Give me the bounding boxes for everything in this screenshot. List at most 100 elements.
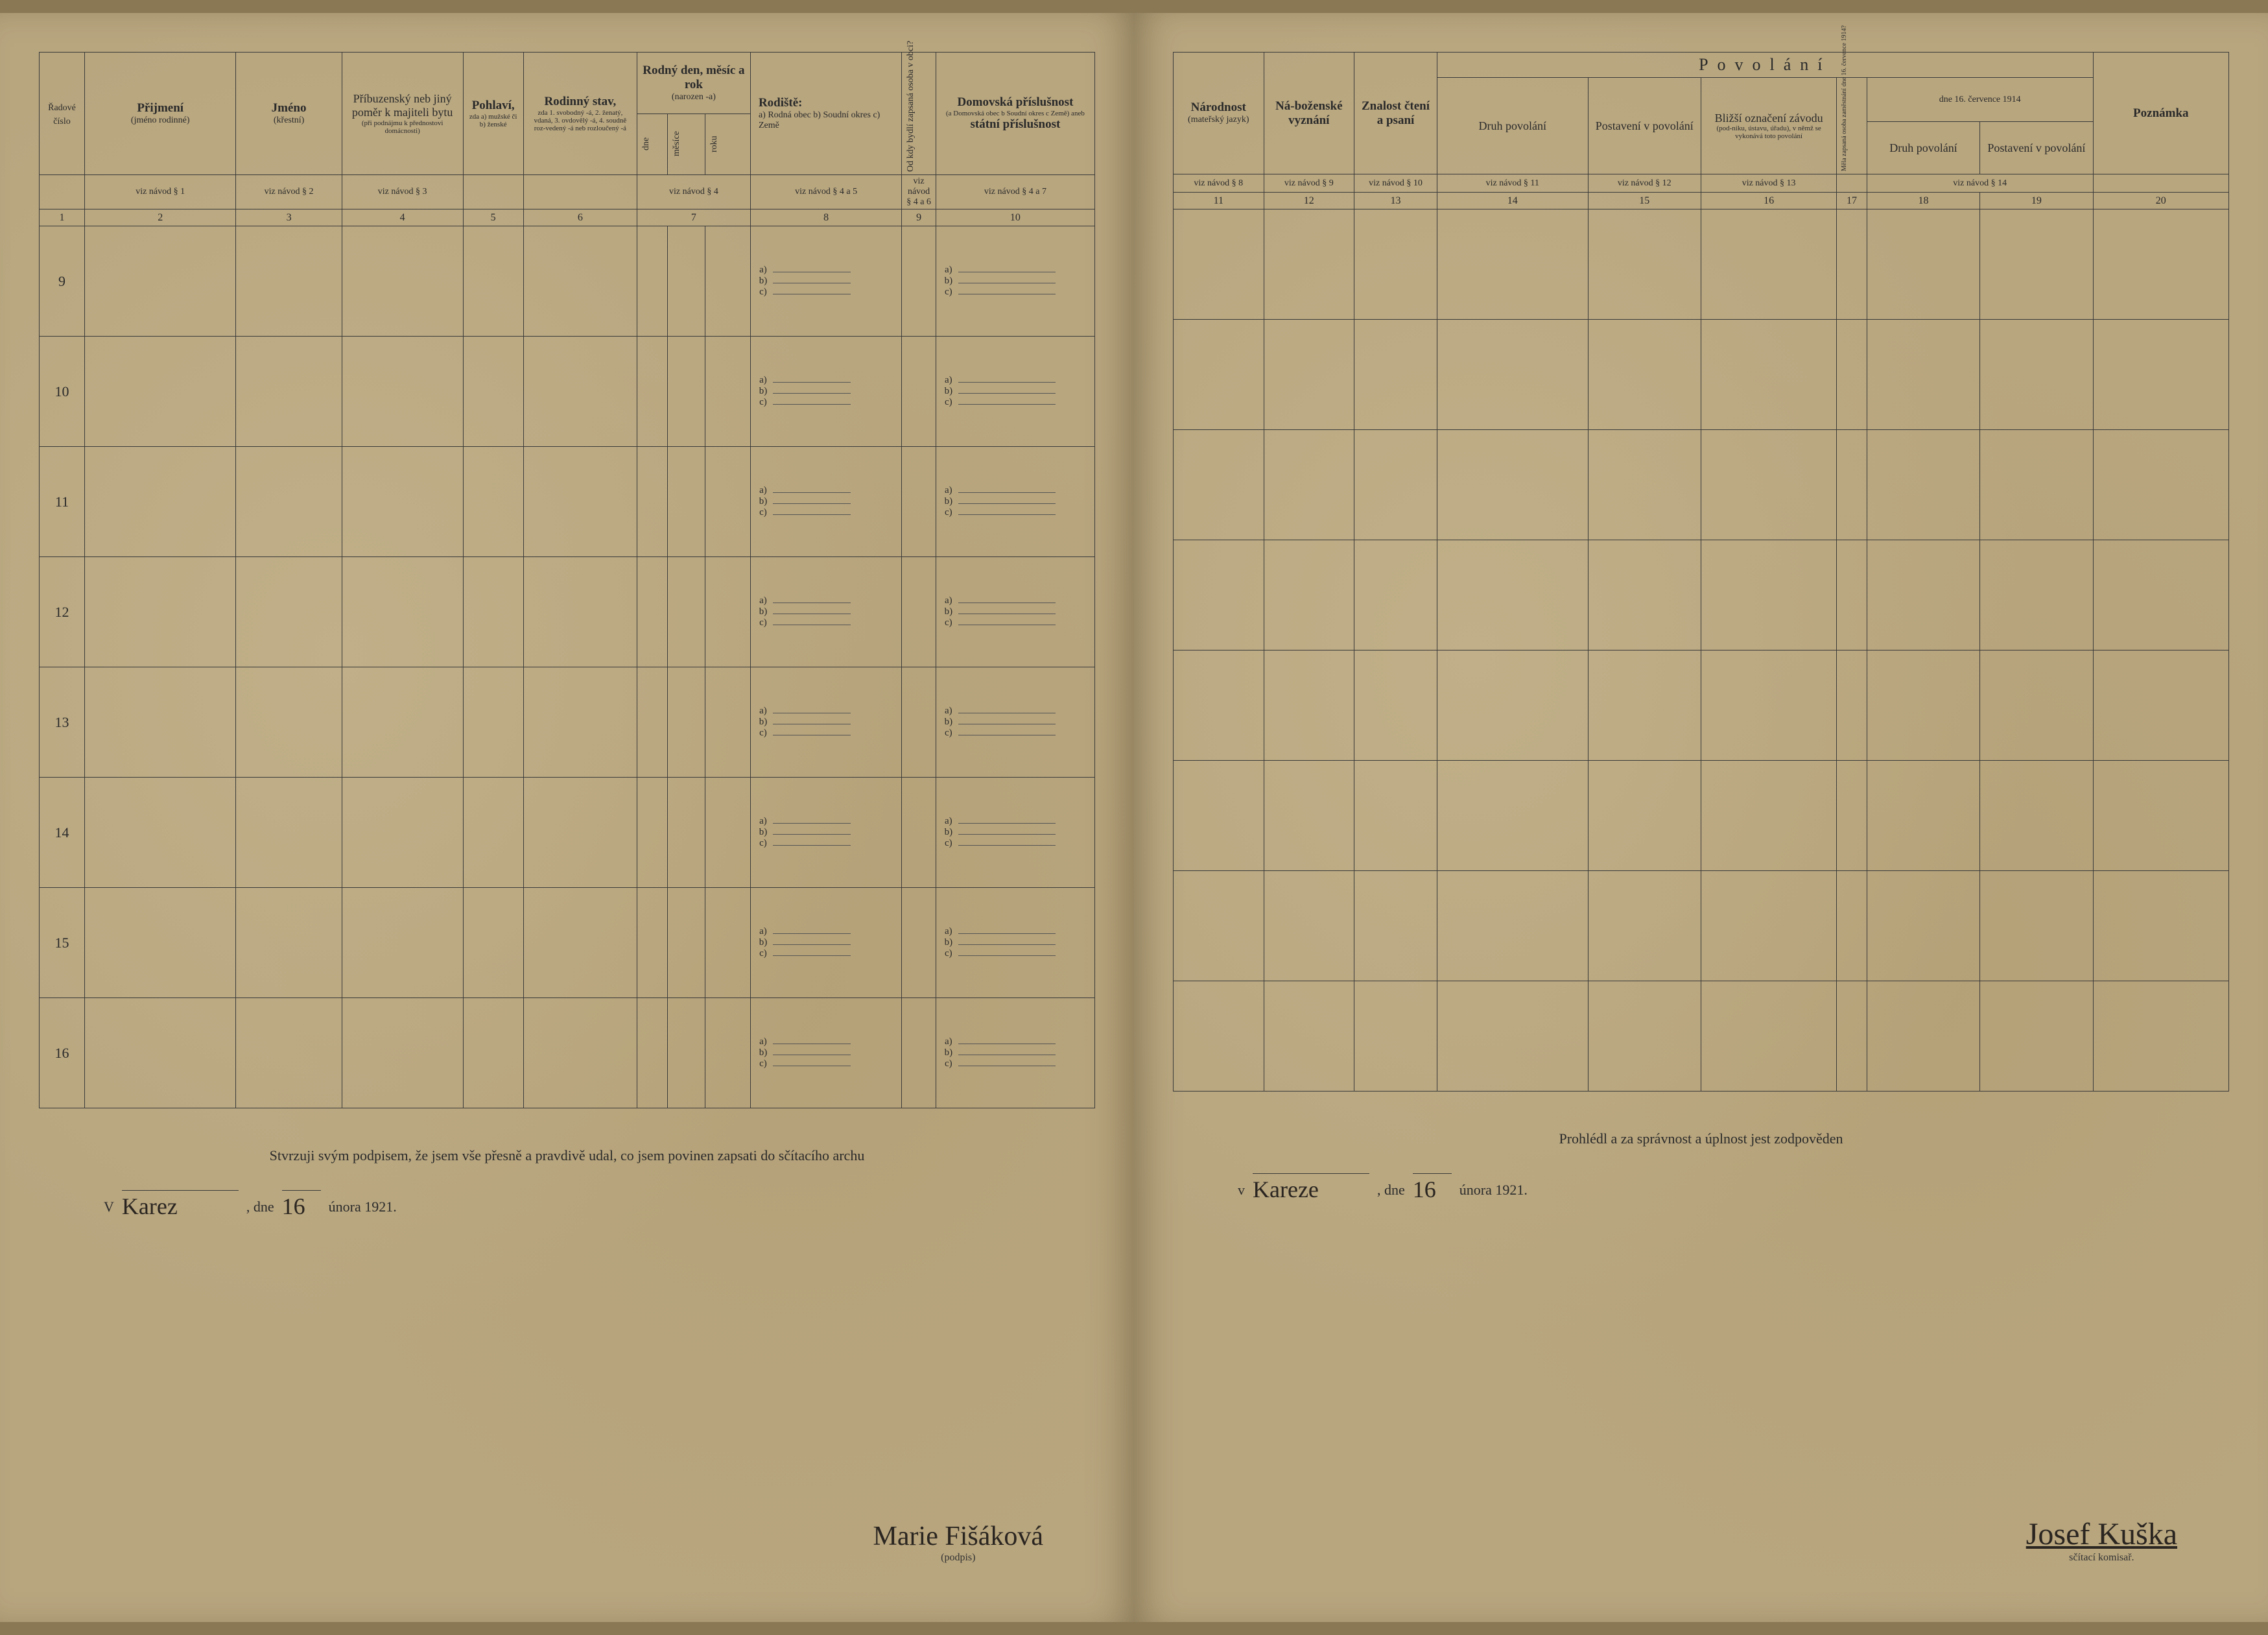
col10-header-sub: (a Domovská obec b Soudní okres c Země) … <box>940 110 1091 117</box>
cell <box>1867 209 1979 320</box>
cell <box>523 667 637 778</box>
cell <box>667 778 705 888</box>
cell <box>1588 871 1701 981</box>
rodiste-cell: a)b)c) <box>750 337 901 447</box>
cell <box>705 337 750 447</box>
cell <box>2093 650 2228 761</box>
cell <box>1264 981 1354 1092</box>
col20-bold: Poznámka <box>2097 106 2225 121</box>
cell <box>1354 430 1437 540</box>
cell <box>1354 320 1437 430</box>
nav-ref <box>463 175 523 209</box>
cell <box>85 447 236 557</box>
domovska-cell: a)b)c) <box>936 226 1094 337</box>
cell <box>1701 430 1836 540</box>
nav-ref: viz návod § 3 <box>342 175 463 209</box>
cell <box>342 337 463 447</box>
col16-top: Bližší označení závodu <box>1705 112 1832 125</box>
cell <box>705 778 750 888</box>
cell <box>1354 871 1437 981</box>
col-num: 13 <box>1354 193 1437 209</box>
col-num: 17 <box>1837 193 1867 209</box>
cell <box>1867 761 1979 871</box>
domovska-cell: a)b)c) <box>936 998 1094 1108</box>
cell <box>1837 650 1867 761</box>
cell <box>1264 540 1354 650</box>
cell <box>1174 430 1264 540</box>
cell <box>523 557 637 667</box>
row-number: 16 <box>40 998 85 1108</box>
table-row <box>1174 871 2229 981</box>
cell <box>342 998 463 1108</box>
cell <box>637 337 667 447</box>
date-hand-left: 16 <box>282 1193 305 1219</box>
row-number: 15 <box>40 888 85 998</box>
cell <box>705 667 750 778</box>
nav-ref: viz návod § 4 a 6 <box>902 175 936 209</box>
cell <box>85 226 236 337</box>
cell <box>667 998 705 1108</box>
col-num: 19 <box>1980 193 2093 209</box>
cell <box>463 557 523 667</box>
cell <box>236 337 342 447</box>
cell <box>1437 981 1588 1092</box>
col-num: 7 <box>637 209 750 226</box>
cell <box>1701 320 1836 430</box>
cell <box>236 557 342 667</box>
cell <box>1588 540 1701 650</box>
cell <box>1701 209 1836 320</box>
col-num: 1 <box>40 209 85 226</box>
col-num: 8 <box>750 209 901 226</box>
row-number: 12 <box>40 557 85 667</box>
signature-label-left: (podpis) <box>873 1552 1043 1564</box>
nav-ref: viz návod § 1 <box>85 175 236 209</box>
nav-row-right: viz návod § 8 viz návod § 9 viz návod § … <box>1174 174 2229 193</box>
col-num: 3 <box>236 209 342 226</box>
cell <box>1980 430 2093 540</box>
col14-header: Druh povolání <box>1437 78 1588 174</box>
footer-left: Stvrzuji svým podpisem, že jsem vše přes… <box>39 1147 1095 1215</box>
col7-mesice: měsíce <box>672 125 682 163</box>
cell <box>705 226 750 337</box>
nav-ref <box>523 175 637 209</box>
cell <box>705 557 750 667</box>
domovska-cell: a)b)c) <box>936 667 1094 778</box>
table-row: 9a)b)c)a)b)c) <box>40 226 1095 337</box>
table-row: 11a)b)c)a)b)c) <box>40 447 1095 557</box>
cell <box>667 888 705 998</box>
rodiste-cell: a)b)c) <box>750 888 901 998</box>
cell <box>902 337 936 447</box>
cell <box>1437 430 1588 540</box>
cell <box>2093 430 2228 540</box>
cell <box>2093 209 2228 320</box>
col2-header-sub: (jméno rodinné) <box>89 115 231 126</box>
rodiste-cell: a)b)c) <box>750 447 901 557</box>
place-hand-right: Kareze <box>1253 1176 1319 1202</box>
table-row: 16a)b)c)a)b)c) <box>40 998 1095 1108</box>
cell <box>637 888 667 998</box>
footer-statement-right: Prohlédl a za správnost a úplnost jest z… <box>1238 1130 2164 1147</box>
table-row <box>1174 981 2229 1092</box>
cell <box>667 557 705 667</box>
cell <box>1980 320 2093 430</box>
cell <box>85 778 236 888</box>
cell <box>1980 981 2093 1092</box>
cell <box>1174 209 1264 320</box>
cell <box>1867 540 1979 650</box>
table-row <box>1174 209 2229 320</box>
nav-ref: viz návod § 8 <box>1174 174 1264 193</box>
signature-label-right: sčítací komisař. <box>2026 1552 2177 1564</box>
footer-statement-left: Stvrzuji svým podpisem, že jsem vše přes… <box>104 1147 1030 1164</box>
document-spread: Řadové číslo Přijmení (jméno rodinné) Jm… <box>0 13 2268 1622</box>
col15-header: Postavení v povolání <box>1588 78 1701 174</box>
table-row: 13a)b)c)a)b)c) <box>40 667 1095 778</box>
cell <box>1837 981 1867 1092</box>
nav-ref: viz návod § 9 <box>1264 174 1354 193</box>
cell <box>1867 981 1979 1092</box>
cell <box>1437 320 1588 430</box>
cell <box>1264 871 1354 981</box>
cell <box>85 998 236 1108</box>
domovska-cell: a)b)c) <box>936 557 1094 667</box>
cell <box>667 447 705 557</box>
cell <box>236 226 342 337</box>
